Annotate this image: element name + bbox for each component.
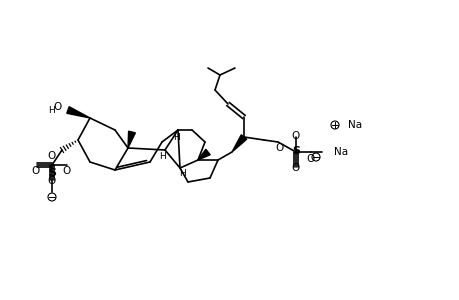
Text: H: H xyxy=(48,106,55,115)
Polygon shape xyxy=(128,131,135,148)
Text: H: H xyxy=(173,133,180,142)
Text: Na: Na xyxy=(333,147,347,157)
Text: H: H xyxy=(179,169,186,178)
Text: O: O xyxy=(48,151,56,161)
Text: O: O xyxy=(275,143,284,153)
Text: O: O xyxy=(63,166,71,176)
Text: O: O xyxy=(48,176,56,186)
Text: S: S xyxy=(48,168,56,178)
Text: Na: Na xyxy=(347,120,361,130)
Text: O: O xyxy=(306,154,314,164)
Polygon shape xyxy=(67,107,90,118)
Text: O: O xyxy=(291,131,299,141)
Polygon shape xyxy=(231,135,246,152)
Polygon shape xyxy=(197,149,210,160)
Text: S: S xyxy=(291,146,299,156)
Text: O: O xyxy=(32,166,40,176)
Text: H: H xyxy=(159,152,166,160)
Text: O: O xyxy=(291,163,299,173)
Text: O: O xyxy=(54,102,62,112)
